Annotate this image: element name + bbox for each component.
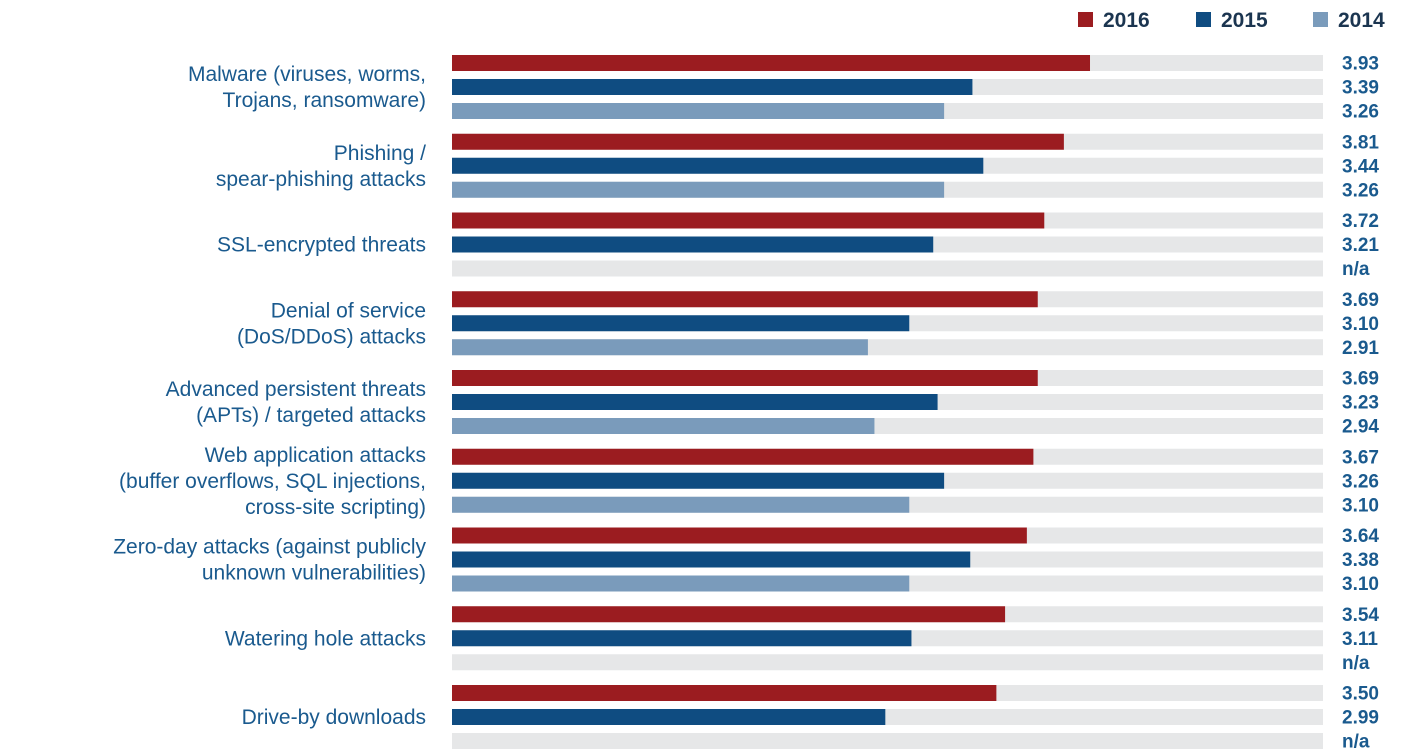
bar-2015-2 bbox=[452, 236, 934, 253]
value-label-2014-8: n/a bbox=[1342, 732, 1370, 749]
category-label-8: Drive-by downloads bbox=[242, 706, 426, 729]
category-label-line: Drive-by downloads bbox=[242, 706, 426, 729]
value-label-2014-6: 3.10 bbox=[1342, 574, 1379, 595]
category-label-line: Advanced persistent threats bbox=[166, 378, 426, 401]
value-label-2016-5: 3.67 bbox=[1342, 447, 1379, 468]
bar-2016-3 bbox=[452, 291, 1038, 308]
value-label-2016-7: 3.54 bbox=[1342, 605, 1379, 626]
bar-2015-5 bbox=[452, 472, 945, 489]
legend-swatch-2014 bbox=[1313, 12, 1328, 27]
bar-2014-0 bbox=[452, 103, 945, 119]
category-label-2: SSL-encrypted threats bbox=[217, 234, 426, 257]
bar-2016-0 bbox=[452, 55, 1091, 71]
bar-track bbox=[452, 654, 1323, 671]
bars bbox=[452, 55, 1091, 725]
legend-label-2015: 2015 bbox=[1221, 9, 1268, 32]
category-label-7: Watering hole attacks bbox=[225, 627, 426, 650]
bar-track bbox=[452, 260, 1323, 277]
bar-2015-3 bbox=[452, 315, 910, 332]
value-label-2016-3: 3.69 bbox=[1342, 290, 1379, 311]
value-label-2015-1: 3.44 bbox=[1342, 156, 1379, 177]
value-label-2016-8: 3.50 bbox=[1342, 684, 1379, 705]
value-label-2014-7: n/a bbox=[1342, 653, 1370, 674]
value-label-2015-5: 3.26 bbox=[1342, 471, 1379, 492]
bar-2016-4 bbox=[452, 370, 1038, 386]
bar-2016-6 bbox=[452, 527, 1027, 544]
bar-2014-1 bbox=[452, 181, 945, 198]
legend-swatch-2015 bbox=[1196, 12, 1211, 27]
bar-2014-5 bbox=[452, 496, 910, 513]
bar-2016-2 bbox=[452, 212, 1045, 229]
category-label-line: (buffer overflows, SQL injections, bbox=[119, 470, 426, 493]
bar-2014-3 bbox=[452, 339, 868, 356]
category-label-line: cross-site scripting) bbox=[245, 496, 426, 519]
category-label-4: Advanced persistent threats (APTs) / targ… bbox=[166, 378, 426, 427]
value-label-2016-2: 3.72 bbox=[1342, 211, 1379, 232]
value-label-2015-4: 3.23 bbox=[1342, 393, 1379, 414]
category-label-line: (DoS/DDoS) attacks bbox=[237, 325, 426, 348]
value-label-2014-1: 3.26 bbox=[1342, 180, 1379, 201]
value-label-2014-0: 3.26 bbox=[1342, 102, 1379, 123]
category-label-line: unknown vulnerabilities) bbox=[202, 562, 426, 585]
value-label-2014-4: 2.94 bbox=[1342, 417, 1379, 438]
category-label-line: Watering hole attacks bbox=[225, 627, 426, 650]
value-label-2016-4: 3.69 bbox=[1342, 369, 1379, 390]
category-label-0: Malware (viruses, worms, Trojans, ransomw… bbox=[188, 63, 426, 112]
category-label-line: Zero-day attacks (against publicly bbox=[113, 536, 426, 559]
bar-2016-8 bbox=[452, 685, 997, 701]
value-label-2016-1: 3.81 bbox=[1342, 132, 1379, 153]
bar-2016-7 bbox=[452, 606, 1006, 623]
category-label-5: Web application attacks (buffer overflows… bbox=[119, 444, 426, 519]
value-label-2016-6: 3.64 bbox=[1342, 526, 1379, 547]
category-label-line: (APTs) / targeted attacks bbox=[196, 404, 426, 427]
value-label-2015-8: 2.99 bbox=[1342, 708, 1379, 729]
value-label-2015-0: 3.39 bbox=[1342, 78, 1379, 99]
value-label-2015-2: 3.21 bbox=[1342, 235, 1379, 256]
bar-2015-4 bbox=[452, 394, 938, 410]
category-labels: Malware (viruses, worms, Trojans, ransomw… bbox=[113, 63, 426, 729]
category-label-3: Denial of service (DoS/DDoS) attacks bbox=[237, 299, 426, 348]
bar-2015-7 bbox=[452, 630, 912, 647]
category-label-line: SSL-encrypted threats bbox=[217, 234, 426, 257]
value-label-2014-3: 2.91 bbox=[1342, 338, 1379, 359]
category-label-line: spear-phishing attacks bbox=[216, 168, 426, 191]
value-labels: 3.93 3.39 3.26 3.81 3.44 3.26 3.72 3.21 n/a 3.69 3… bbox=[1342, 54, 1379, 749]
legend: 2016 2015 2014 bbox=[1078, 9, 1385, 32]
value-label-2015-6: 3.38 bbox=[1342, 550, 1379, 571]
bar-2016-5 bbox=[452, 448, 1034, 465]
bar-2015-0 bbox=[452, 79, 973, 95]
bar-2015-8 bbox=[452, 709, 886, 725]
category-label-line: Malware (viruses, worms, bbox=[188, 63, 426, 86]
legend-label-2014: 2014 bbox=[1338, 9, 1385, 32]
legend-swatch-2016 bbox=[1078, 12, 1093, 27]
bar-2014-6 bbox=[452, 575, 910, 592]
category-label-line: Web application attacks bbox=[205, 444, 426, 467]
category-label-line: Trojans, ransomware) bbox=[223, 89, 426, 112]
value-label-2015-7: 3.11 bbox=[1342, 629, 1378, 650]
category-label-6: Zero-day attacks (against publicly unknow… bbox=[113, 536, 426, 585]
bar-2016-1 bbox=[452, 133, 1064, 150]
bar-2015-1 bbox=[452, 157, 984, 174]
bar-track bbox=[452, 733, 1323, 749]
category-label-1: Phishing / spear-phishing attacks bbox=[216, 142, 426, 191]
bar-2014-4 bbox=[452, 418, 875, 434]
category-label-line: Denial of service bbox=[271, 299, 426, 322]
category-label-line: Phishing / bbox=[334, 142, 426, 165]
value-label-2014-2: n/a bbox=[1342, 259, 1370, 280]
value-label-2015-3: 3.10 bbox=[1342, 314, 1379, 335]
bar-2015-6 bbox=[452, 551, 971, 568]
value-label-2014-5: 3.10 bbox=[1342, 495, 1379, 516]
value-label-2016-0: 3.93 bbox=[1342, 54, 1379, 75]
legend-label-2016: 2016 bbox=[1103, 9, 1150, 32]
